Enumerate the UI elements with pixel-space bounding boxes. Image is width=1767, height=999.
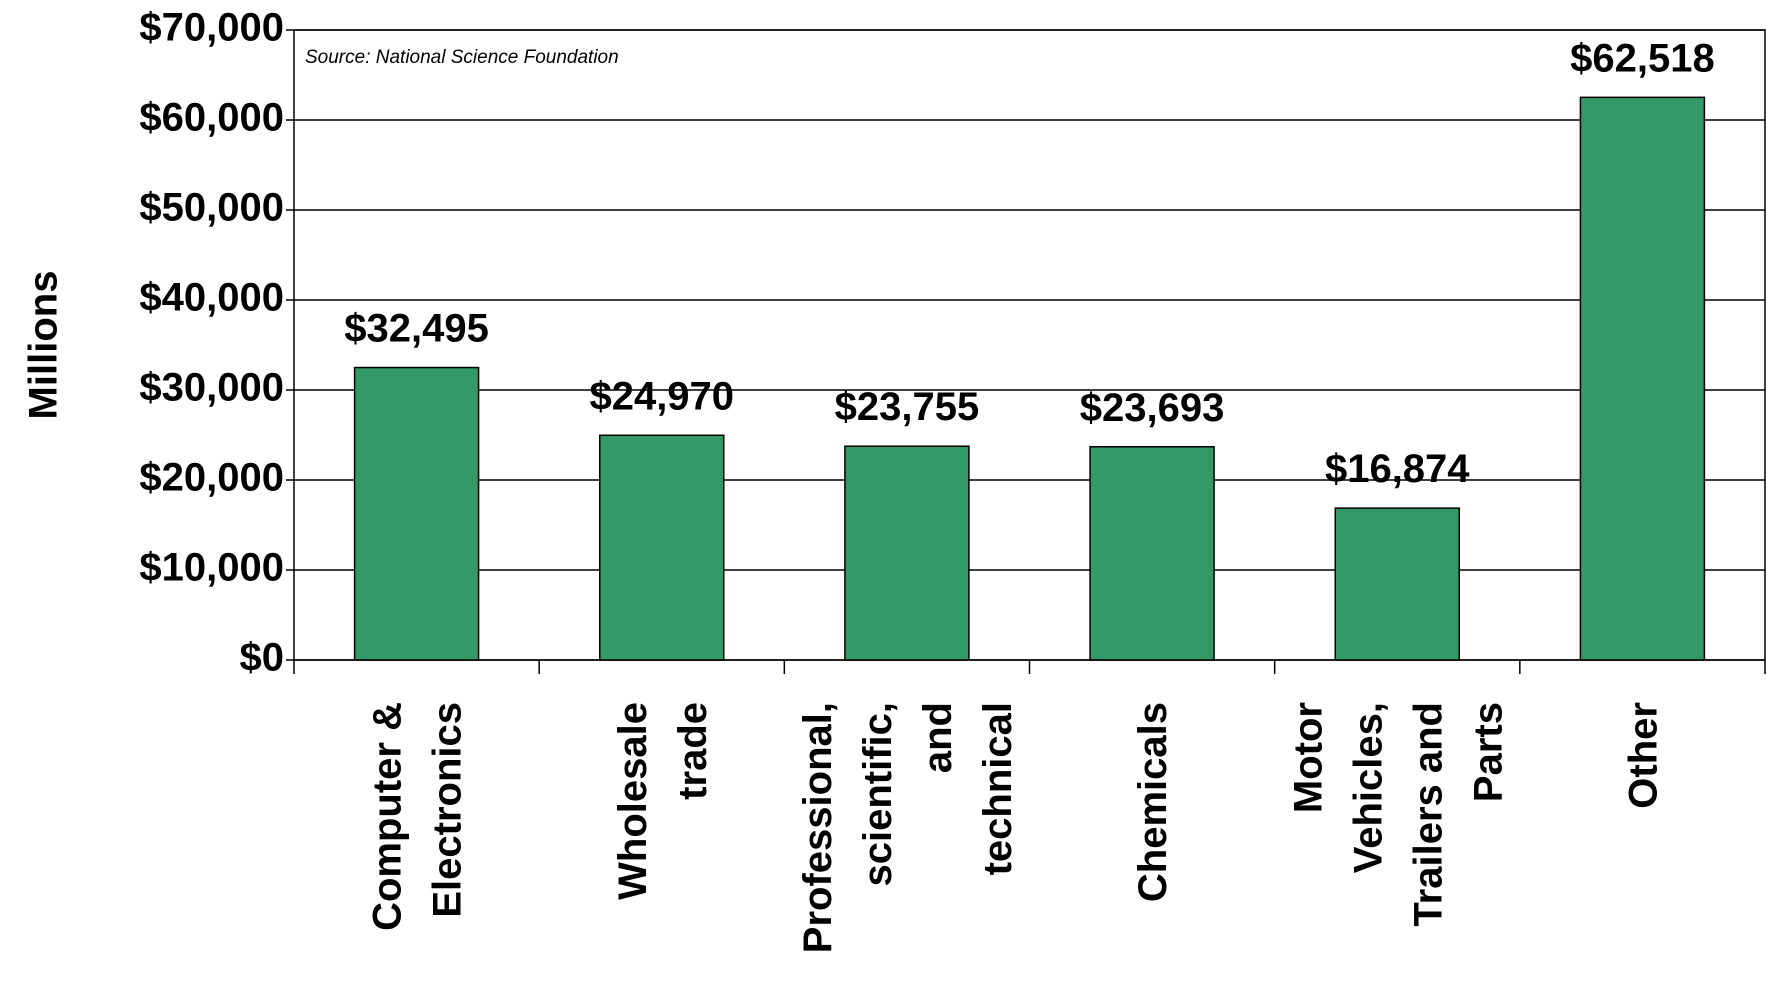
bar: [1579, 96, 1706, 661]
x-tick-label: Motor Vehicles, Trailers and Parts: [1286, 702, 1510, 927]
x-tick-label-line: Electronics: [426, 702, 470, 918]
x-tick-label-line: Wholesale: [611, 702, 655, 900]
y-tick-label: $60,000: [139, 96, 284, 140]
bar: [1334, 507, 1460, 661]
x-tick-label-line: Professional,: [796, 702, 840, 953]
value-label: $62,518: [1570, 36, 1715, 80]
y-tick-label: $40,000: [139, 276, 284, 320]
bar: [353, 366, 480, 661]
bar: [1089, 446, 1215, 661]
x-tick-label-line: technical: [976, 702, 1020, 875]
x-tick-label: Other: [1621, 702, 1665, 809]
y-axis-title: Millions: [22, 271, 66, 420]
y-tick-label: $0: [240, 636, 285, 680]
x-tick-label-line: Parts: [1466, 702, 1510, 802]
x-tick-label-line: Chemicals: [1131, 702, 1175, 902]
x-tick-label: Professional, scientific, and technical: [796, 702, 1020, 953]
y-tick-label: $20,000: [139, 456, 284, 500]
value-label: $23,755: [835, 385, 980, 429]
x-tick-label-line: trade: [671, 702, 715, 800]
bar: [599, 434, 725, 661]
y-tick-label: $30,000: [139, 366, 284, 410]
plot-frame: [293, 29, 1766, 661]
x-tick-label-line: and: [916, 702, 960, 773]
x-tick-label-line: Computer &: [366, 702, 410, 931]
x-tick-label-line: scientific,: [856, 702, 900, 887]
bar: [844, 445, 970, 661]
value-label: $16,874: [1325, 447, 1470, 491]
x-tick-label: Chemicals: [1131, 702, 1175, 902]
x-tick-label-line: Motor: [1286, 702, 1330, 813]
y-tick-label: $70,000: [139, 6, 284, 50]
x-tick-label: Wholesale trade: [611, 702, 715, 900]
value-label: $23,693: [1080, 386, 1225, 430]
source-note: Source: National Science Foundation: [305, 47, 619, 68]
x-tick-label-line: Other: [1621, 702, 1665, 809]
y-tick-label: $50,000: [139, 186, 284, 230]
value-label: $24,970: [589, 374, 734, 418]
value-label: $32,495: [344, 307, 489, 351]
x-tick-label-line: Trailers and: [1406, 702, 1450, 927]
y-tick-label: $10,000: [139, 546, 284, 590]
x-tick-label: Computer & Electronics: [366, 702, 470, 931]
x-tick-label-line: Vehicles,: [1346, 702, 1390, 873]
